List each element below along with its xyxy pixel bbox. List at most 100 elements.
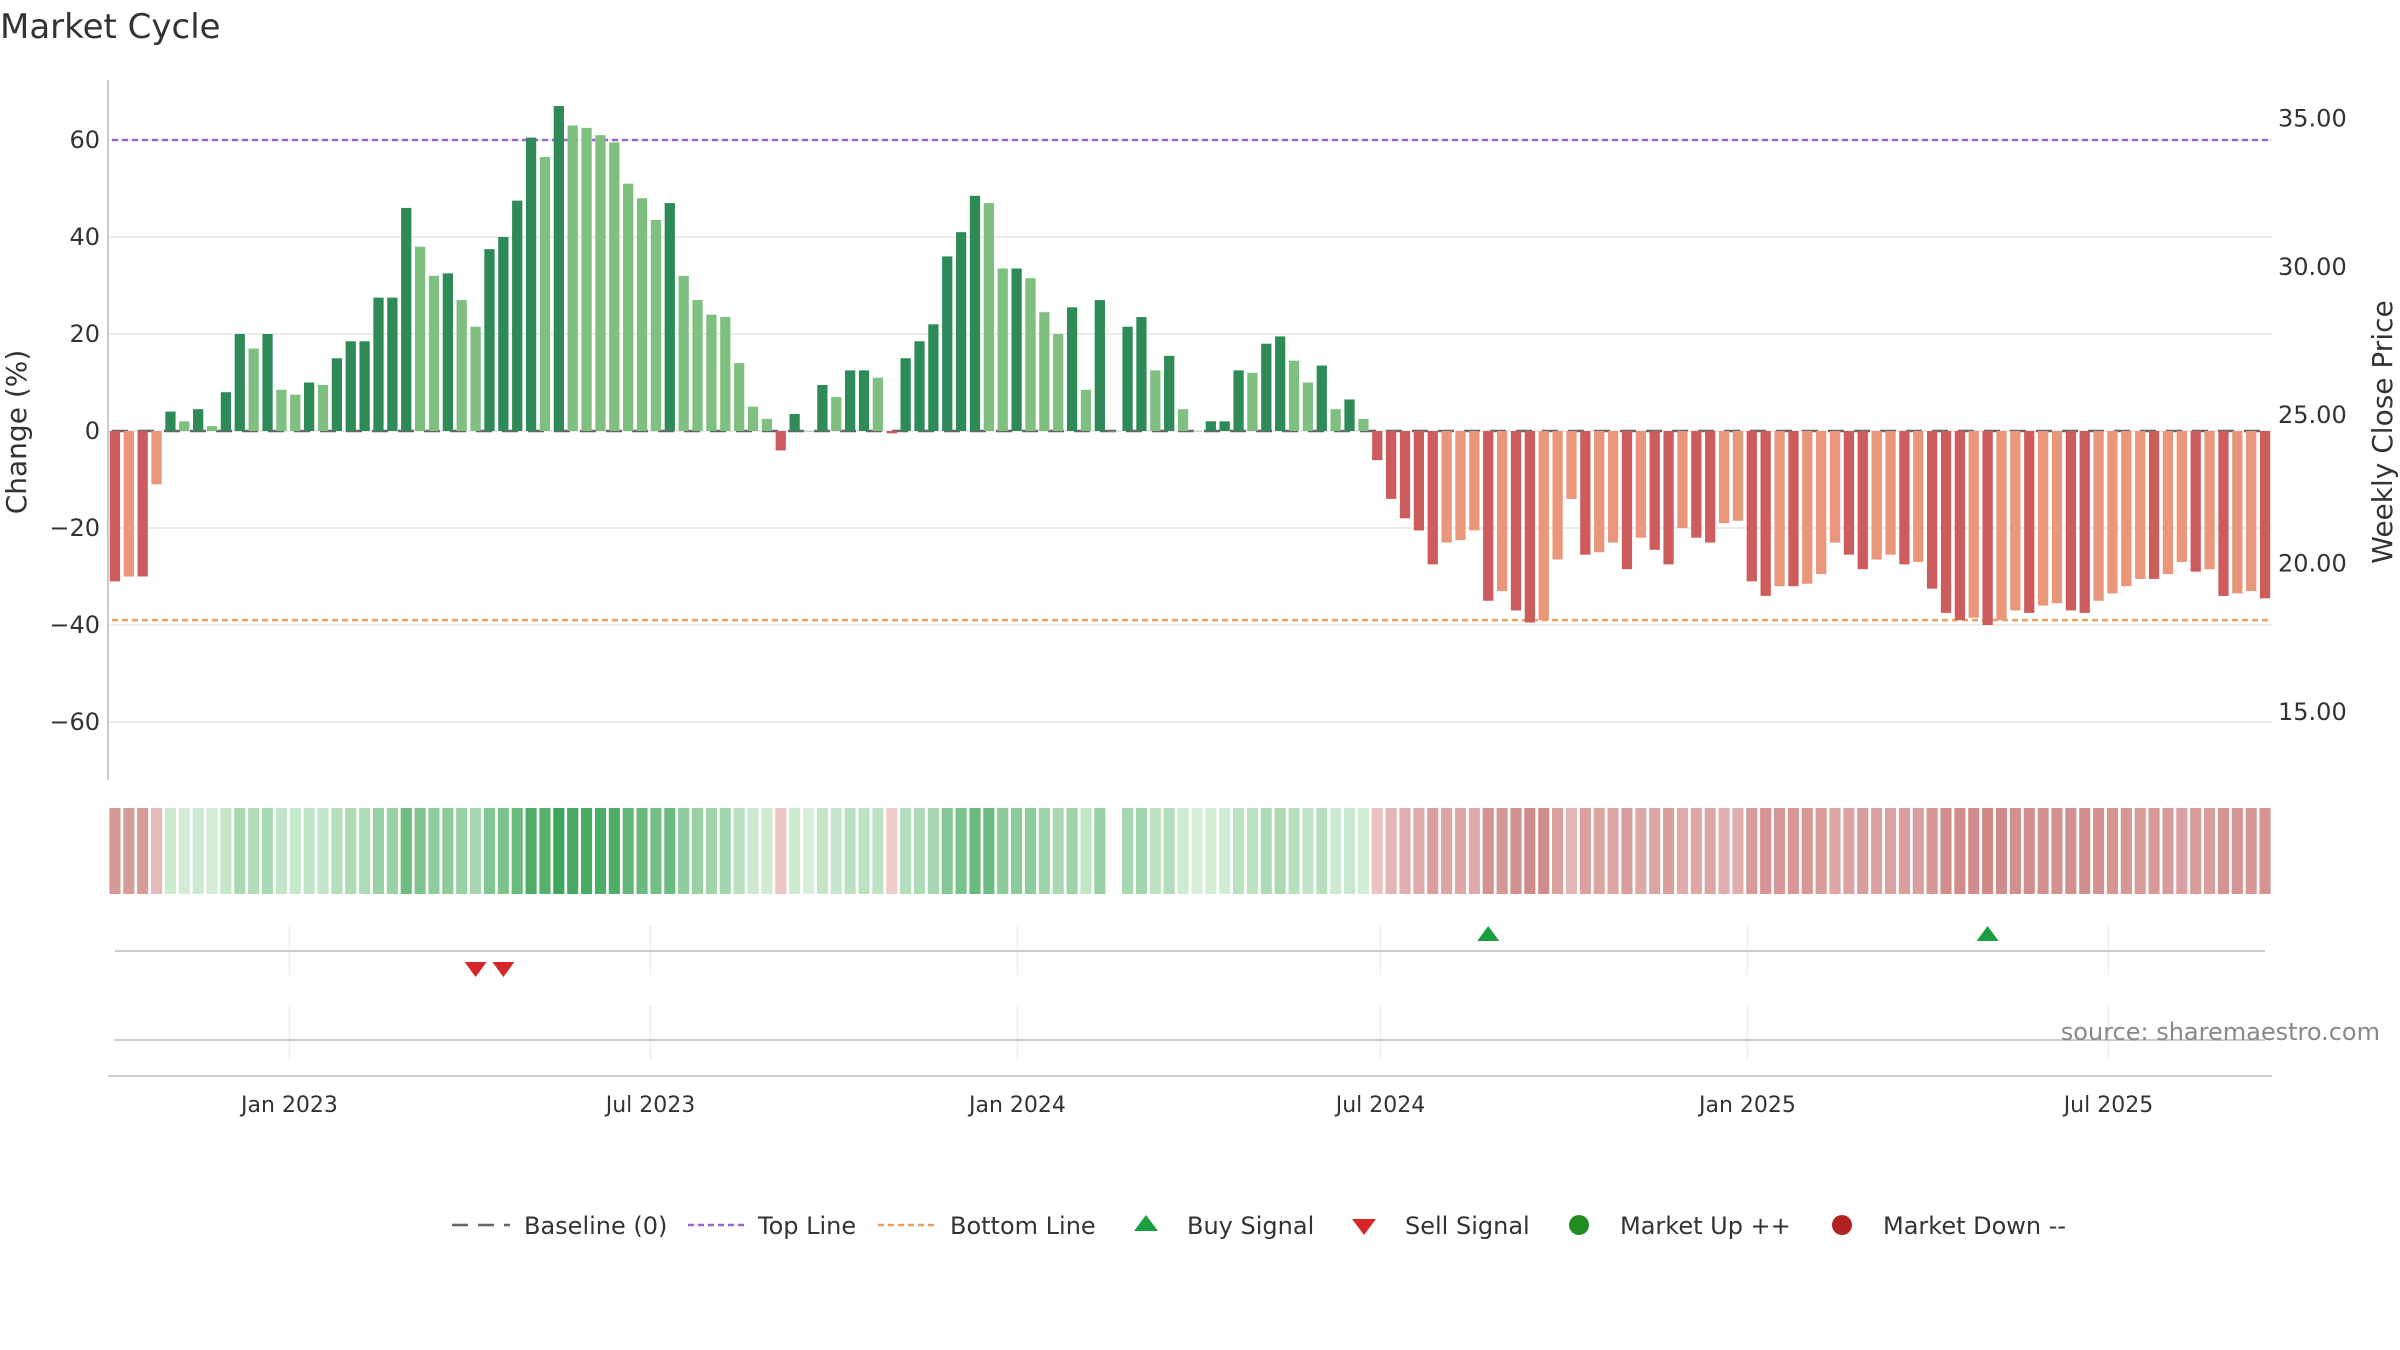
strip-cell-17: [345, 808, 357, 894]
bar-46: [747, 406, 759, 431]
bar-66: [1025, 278, 1036, 431]
bar-112: [1663, 431, 1674, 565]
bar-74: [1136, 317, 1147, 431]
strip-cell-143: [2093, 808, 2105, 894]
bar-25: [456, 300, 467, 431]
strip-cell-104: [1552, 808, 1564, 894]
bar-35: [595, 135, 606, 431]
bar-7: [206, 426, 218, 431]
bar-135: [1982, 431, 1993, 625]
y-tick-label: 60: [69, 126, 100, 154]
bar-11: [262, 334, 273, 431]
bar-105: [1566, 431, 1577, 499]
y-tick-label: −60: [49, 708, 100, 736]
bar-51: [817, 384, 828, 431]
strip-cell-135: [1982, 808, 1994, 894]
strip-cell-25: [456, 808, 468, 894]
bar-48: [775, 431, 786, 451]
strip-cell-112: [1663, 808, 1675, 894]
legend-item-bottom: Bottom Line: [878, 1212, 1096, 1240]
bar-145: [2121, 431, 2132, 587]
bar-83: [1261, 343, 1272, 431]
strip-cell-113: [1676, 808, 1688, 894]
y-tick-label: 20: [69, 320, 100, 348]
strip-cell-144: [2106, 808, 2119, 894]
legend-label: Sell Signal: [1405, 1212, 1530, 1240]
strip-cell-140: [2051, 808, 2063, 894]
strip-cell-79: [1205, 808, 1217, 894]
bar-39: [650, 220, 662, 431]
strip-cell-37: [622, 808, 634, 894]
bar-84: [1275, 336, 1286, 431]
bar-116: [1718, 431, 1730, 524]
strip-cell-88: [1330, 808, 1342, 894]
bar-63: [983, 203, 994, 431]
bar-89: [1344, 399, 1355, 431]
legend-label: Bottom Line: [950, 1212, 1096, 1240]
bar-144: [2107, 431, 2118, 594]
strip-cell-81: [1233, 808, 1245, 894]
bar-127: [1871, 431, 1882, 560]
strip-cell-10: [248, 808, 260, 894]
bar-100: [1496, 431, 1508, 592]
strip-cell-152: [2217, 808, 2229, 894]
bar-136: [1996, 431, 2007, 621]
strip-cell-149: [2176, 808, 2188, 894]
legend-item-sell: Sell Signal: [1352, 1212, 1530, 1240]
y-axis-label: Change (%): [0, 350, 33, 515]
bar-117: [1732, 431, 1744, 521]
strip-cell-105: [1565, 808, 1578, 894]
bar-132: [1940, 431, 1952, 613]
bar-94: [1413, 431, 1425, 531]
bar-0: [109, 431, 121, 582]
strip-cell-59: [927, 808, 939, 894]
bar-43: [706, 314, 717, 431]
strip-cell-137: [2009, 808, 2021, 894]
bar-124: [1829, 431, 1841, 543]
strip-cell-136: [1995, 808, 2008, 894]
bar-128: [1885, 431, 1896, 555]
strip-cell-94: [1413, 808, 1425, 894]
bar-15: [317, 384, 329, 431]
bar-150: [2190, 431, 2201, 572]
bar-28: [498, 237, 509, 431]
strip-cell-13: [289, 808, 301, 894]
bar-142: [2079, 431, 2090, 613]
bar-98: [1469, 431, 1480, 531]
strip-cell-7: [206, 808, 218, 894]
strip-cell-6: [192, 808, 204, 894]
bar-121: [1788, 431, 1799, 587]
strip-cell-101: [1510, 808, 1522, 894]
bar-30: [525, 137, 537, 431]
strip-cell-45: [733, 808, 745, 894]
strip-cell-87: [1316, 808, 1328, 894]
strip-cell-49: [789, 808, 801, 894]
legend-label: Market Down --: [1883, 1212, 2066, 1240]
bar-65: [1011, 268, 1022, 431]
bar-133: [1954, 431, 1966, 621]
bar-33: [567, 125, 578, 431]
bar-147: [2148, 431, 2160, 579]
legend-item-buy: Buy Signal: [1134, 1212, 1314, 1240]
bar-73: [1122, 326, 1133, 431]
bar-139: [2037, 431, 2049, 606]
strip-cell-67: [1038, 808, 1050, 894]
bar-21: [401, 207, 412, 431]
strip-cell-69: [1066, 808, 1078, 894]
strip-cell-99: [1482, 808, 1494, 894]
bar-148: [2162, 431, 2174, 575]
strip-cell-40: [664, 808, 676, 894]
strip-cell-126: [1857, 808, 1869, 894]
bar-22: [414, 246, 426, 431]
bar-107: [1594, 431, 1605, 553]
strip-cell-29: [511, 808, 523, 894]
bar-103: [1538, 431, 1549, 621]
strip-cell-26: [470, 808, 482, 894]
strip-cell-85: [1288, 808, 1300, 894]
strip-cell-123: [1815, 808, 1827, 894]
strip-cell-71: [1094, 808, 1106, 894]
strip-cell-55: [872, 808, 884, 894]
bar-19: [373, 297, 384, 431]
strip-cell-54: [858, 808, 870, 894]
strip-cell-16: [331, 808, 343, 894]
